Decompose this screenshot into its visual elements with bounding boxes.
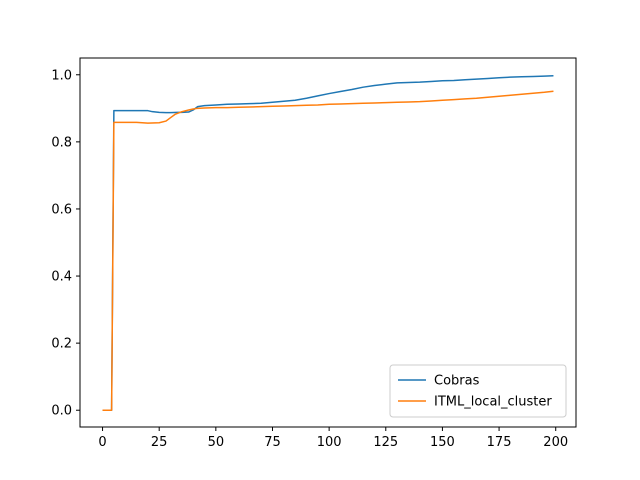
x-tick-label: 125 <box>373 435 398 450</box>
y-axis: 0.0 0.2 0.4 0.6 0.8 1.0 <box>51 68 80 419</box>
series-layer <box>102 75 554 411</box>
axes-frame <box>79 57 577 428</box>
y-tick-label: 0.6 <box>51 202 72 217</box>
legend: Cobras ITML_local_cluster <box>389 364 567 418</box>
series-line-cobras <box>102 75 554 411</box>
legend-box <box>389 364 567 418</box>
x-tick-label: 0 <box>98 435 106 450</box>
series-line-itml-local-cluster <box>102 90 554 411</box>
x-tick-label: 75 <box>264 435 281 450</box>
y-tick-label: 0.4 <box>51 270 72 285</box>
x-tick-label: 100 <box>317 435 342 450</box>
x-axis: 0 25 50 75 100 125 150 175 200 <box>98 427 568 450</box>
x-tick-label: 175 <box>487 435 512 450</box>
x-tick-label: 50 <box>208 435 225 450</box>
y-tick-label: 1.0 <box>51 68 72 83</box>
legend-label: ITML_local_cluster <box>434 395 552 410</box>
y-tick-label: 0.8 <box>51 135 72 150</box>
x-tick-label: 150 <box>430 435 455 450</box>
legend-label: Cobras <box>434 374 480 389</box>
y-tick-label: 0.2 <box>51 337 72 352</box>
y-tick-label: 0.0 <box>51 404 72 419</box>
x-tick-label: 25 <box>151 435 168 450</box>
x-tick-label: 200 <box>543 435 568 450</box>
